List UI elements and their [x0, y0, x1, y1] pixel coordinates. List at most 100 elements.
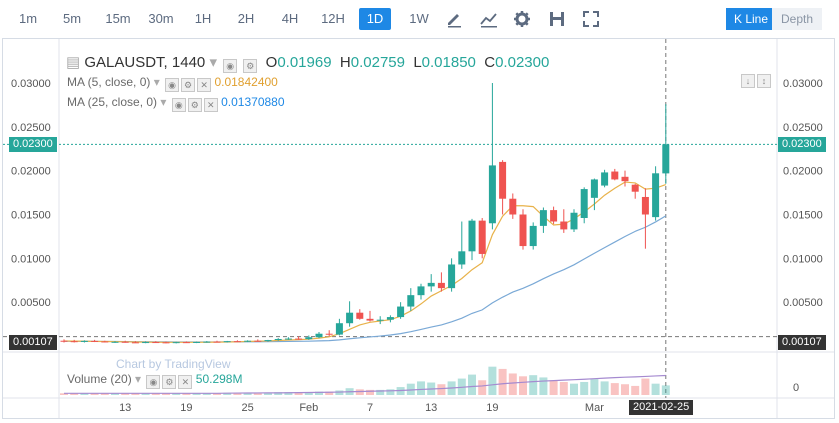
- fullscreen-icon[interactable]: [581, 9, 601, 29]
- candle-body: [437, 282, 445, 289]
- candle-body: [448, 264, 456, 289]
- candle-body: [509, 198, 517, 215]
- ma25-settings-icon[interactable]: ⚙: [187, 98, 202, 112]
- volume-bar: [529, 375, 538, 395]
- volume-dropdown-icon[interactable]: ▾: [135, 372, 142, 386]
- volume-bar: [264, 392, 272, 395]
- candle-body: [346, 312, 354, 324]
- timeframe-1h[interactable]: 1H: [194, 11, 212, 26]
- candle-body: [91, 340, 99, 342]
- volume-bar: [376, 389, 385, 395]
- timeframe-1w[interactable]: 1W: [409, 11, 429, 26]
- candle-body: [458, 251, 466, 265]
- right-current-price-tag: 0.02300: [778, 137, 826, 152]
- save-floppy-icon[interactable]: [547, 9, 567, 29]
- timeframe-12h[interactable]: 12H: [321, 11, 345, 26]
- scale-down-icon[interactable]: ↓: [741, 74, 755, 88]
- volume-bar: [162, 393, 170, 395]
- low-value: 0.01850: [421, 54, 476, 71]
- volume-eye-icon[interactable]: ◉: [146, 375, 161, 389]
- kline-button[interactable]: K Line: [726, 8, 777, 30]
- volume-bar: [213, 393, 221, 395]
- volume-bar: [519, 376, 527, 395]
- volume-settings-icon[interactable]: ⚙: [162, 375, 177, 389]
- price-chart[interactable]: 0.03000 0.03000 0.02500 0.02500 0.02000 0.020…: [3, 39, 834, 418]
- scale-up-icon[interactable]: ↕: [757, 74, 771, 88]
- time-tick: 25: [241, 402, 253, 414]
- volume-label: Volume (20): [67, 372, 132, 386]
- ma5-value: 0.01842400: [214, 75, 278, 89]
- candle-body: [417, 286, 425, 296]
- volume-bar: [631, 385, 640, 395]
- timeframe-2h[interactable]: 2H: [237, 11, 255, 26]
- candle-body: [641, 196, 649, 215]
- candle-body: [427, 282, 435, 287]
- timeframe-4h[interactable]: 4H: [281, 11, 299, 26]
- time-tick: 19: [180, 402, 192, 414]
- collapse-icon[interactable]: ▤: [66, 54, 81, 71]
- left-price-tick: 0.01000: [11, 253, 51, 265]
- ma5-settings-icon[interactable]: ⚙: [181, 78, 196, 92]
- volume-bar: [192, 393, 201, 395]
- visibility-eye-icon[interactable]: ◉: [223, 59, 238, 73]
- volume-bar: [549, 380, 558, 395]
- right-price-tick: 0.02000: [783, 166, 823, 178]
- timeframe-15m[interactable]: 15m: [105, 11, 131, 26]
- chart-area[interactable]: 0.03000 0.03000 0.02500 0.02500 0.02000 0.020…: [2, 38, 835, 419]
- candle-body: [478, 220, 486, 254]
- volume-bar: [488, 366, 497, 395]
- volume-bar: [131, 393, 140, 395]
- candle-body: [499, 161, 507, 199]
- ma5-dropdown-icon[interactable]: ▾: [153, 75, 160, 89]
- left-price-tick: 0.03000: [11, 78, 51, 90]
- settings-icon[interactable]: ⚙: [243, 59, 258, 73]
- candle-body: [539, 210, 547, 226]
- settings-gear-icon[interactable]: [512, 9, 532, 29]
- candle-body: [264, 340, 272, 342]
- ma5-eye-icon[interactable]: ◉: [165, 78, 180, 92]
- dropdown-icon[interactable]: ▾: [209, 54, 217, 71]
- indicators-icon[interactable]: [479, 9, 499, 29]
- volume-bar: [202, 393, 211, 395]
- high-prefix: H: [339, 54, 351, 71]
- ma5-line: [63, 181, 667, 343]
- volume-bar: [121, 393, 130, 395]
- scale-toggle[interactable]: ↓ ↕: [739, 69, 771, 88]
- ma25-eye-icon[interactable]: ◉: [171, 98, 186, 112]
- candle-body: [223, 341, 231, 343]
- left-current-price-tag: 0.02300: [9, 137, 57, 152]
- candle-body: [662, 144, 670, 174]
- volume-bar: [182, 393, 191, 395]
- left-price-tick: 0.02500: [11, 122, 51, 134]
- draw-pencil-icon[interactable]: [444, 9, 464, 29]
- timeframe-5m[interactable]: 5m: [62, 11, 82, 26]
- depth-button[interactable]: Depth: [772, 8, 822, 30]
- volume-bar: [610, 383, 619, 395]
- time-tick: Mar: [585, 402, 604, 414]
- volume-bar: [559, 381, 568, 395]
- left-crosshair-price-tag: 0.00107: [9, 335, 57, 350]
- right-price-tick: 0.03000: [783, 78, 823, 90]
- ma25-remove-icon[interactable]: ✕: [203, 98, 218, 112]
- timeframe-30m[interactable]: 30m: [148, 11, 174, 26]
- volume-bar: [437, 384, 446, 395]
- timeframe-1m[interactable]: 1m: [18, 11, 38, 26]
- volume-bar: [468, 374, 476, 395]
- volume-bar: [80, 393, 89, 395]
- volume-bar: [233, 392, 242, 395]
- volume-bar: [570, 383, 578, 395]
- candle-body: [244, 340, 252, 342]
- left-price-tick: 0.02000: [11, 166, 51, 178]
- ma5-legend: MA (5, close, 0) ▾ ◉ ⚙ ✕ 0.01842400: [67, 75, 278, 92]
- candle-body: [213, 341, 221, 343]
- volume-bar: [580, 381, 589, 395]
- ma5-remove-icon[interactable]: ✕: [197, 78, 212, 92]
- volume-remove-icon[interactable]: ✕: [178, 375, 193, 389]
- volume-bar: [498, 368, 507, 395]
- candle-body: [356, 312, 364, 319]
- toolbar: 1m 5m 15m 30m 1H 2H 4H 12H 1D 1W K Line …: [0, 0, 839, 38]
- timeframe-1d[interactable]: 1D: [359, 8, 391, 30]
- ma25-dropdown-icon[interactable]: ▾: [160, 95, 167, 109]
- candle-body: [315, 333, 323, 338]
- candle-body: [407, 295, 415, 307]
